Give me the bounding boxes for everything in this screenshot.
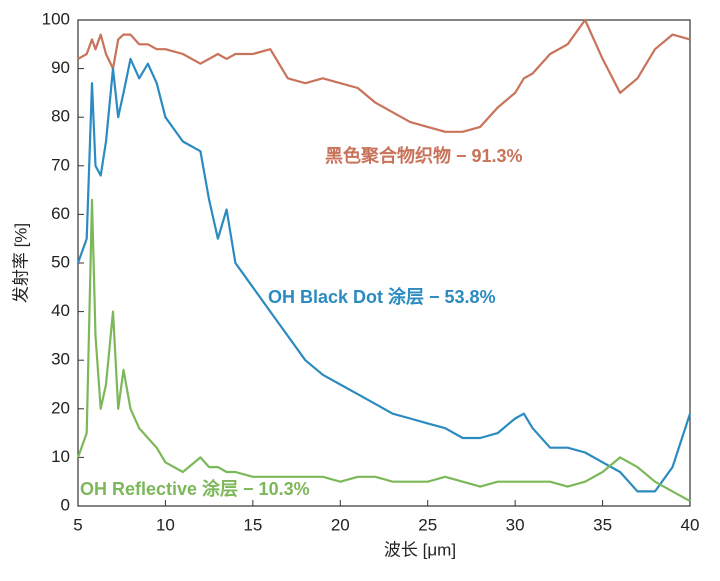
x-tick-label: 5: [73, 515, 82, 534]
y-tick-label: 20: [51, 398, 70, 417]
y-axis-label: 发射率 [%]: [11, 223, 30, 303]
plot-frame: [77, 19, 691, 507]
series-line: [76, 198, 691, 503]
y-tick-label: 0: [61, 495, 70, 514]
series-label: 黑色聚合物织物 − 91.3%: [325, 145, 523, 166]
y-tick-label: 80: [51, 107, 70, 126]
y-tick-label: 30: [51, 350, 70, 369]
y-tick-label: 60: [51, 204, 70, 223]
x-tick-label: 40: [681, 515, 700, 534]
series-line: [76, 57, 692, 493]
x-axis-label: 波长 [μm]: [384, 540, 456, 559]
y-tick-label: 90: [51, 58, 70, 77]
x-tick-label: 25: [418, 515, 437, 534]
x-tick-label: 20: [331, 515, 350, 534]
x-tick-label: 15: [243, 515, 262, 534]
y-tick-label: 10: [51, 447, 70, 466]
series-label: OH Reflective 涂层 − 10.3%: [80, 478, 310, 499]
x-tick-label: 30: [506, 515, 525, 534]
x-tick-label: 35: [593, 515, 612, 534]
y-tick-label: 40: [51, 301, 70, 320]
x-tick-label: 10: [156, 515, 175, 534]
series-label: OH Black Dot 涂层 − 53.8%: [268, 286, 496, 307]
y-tick-label: 100: [42, 9, 70, 28]
series-line: [77, 18, 691, 133]
y-tick-label: 70: [51, 155, 70, 174]
y-tick-label: 50: [51, 252, 70, 271]
